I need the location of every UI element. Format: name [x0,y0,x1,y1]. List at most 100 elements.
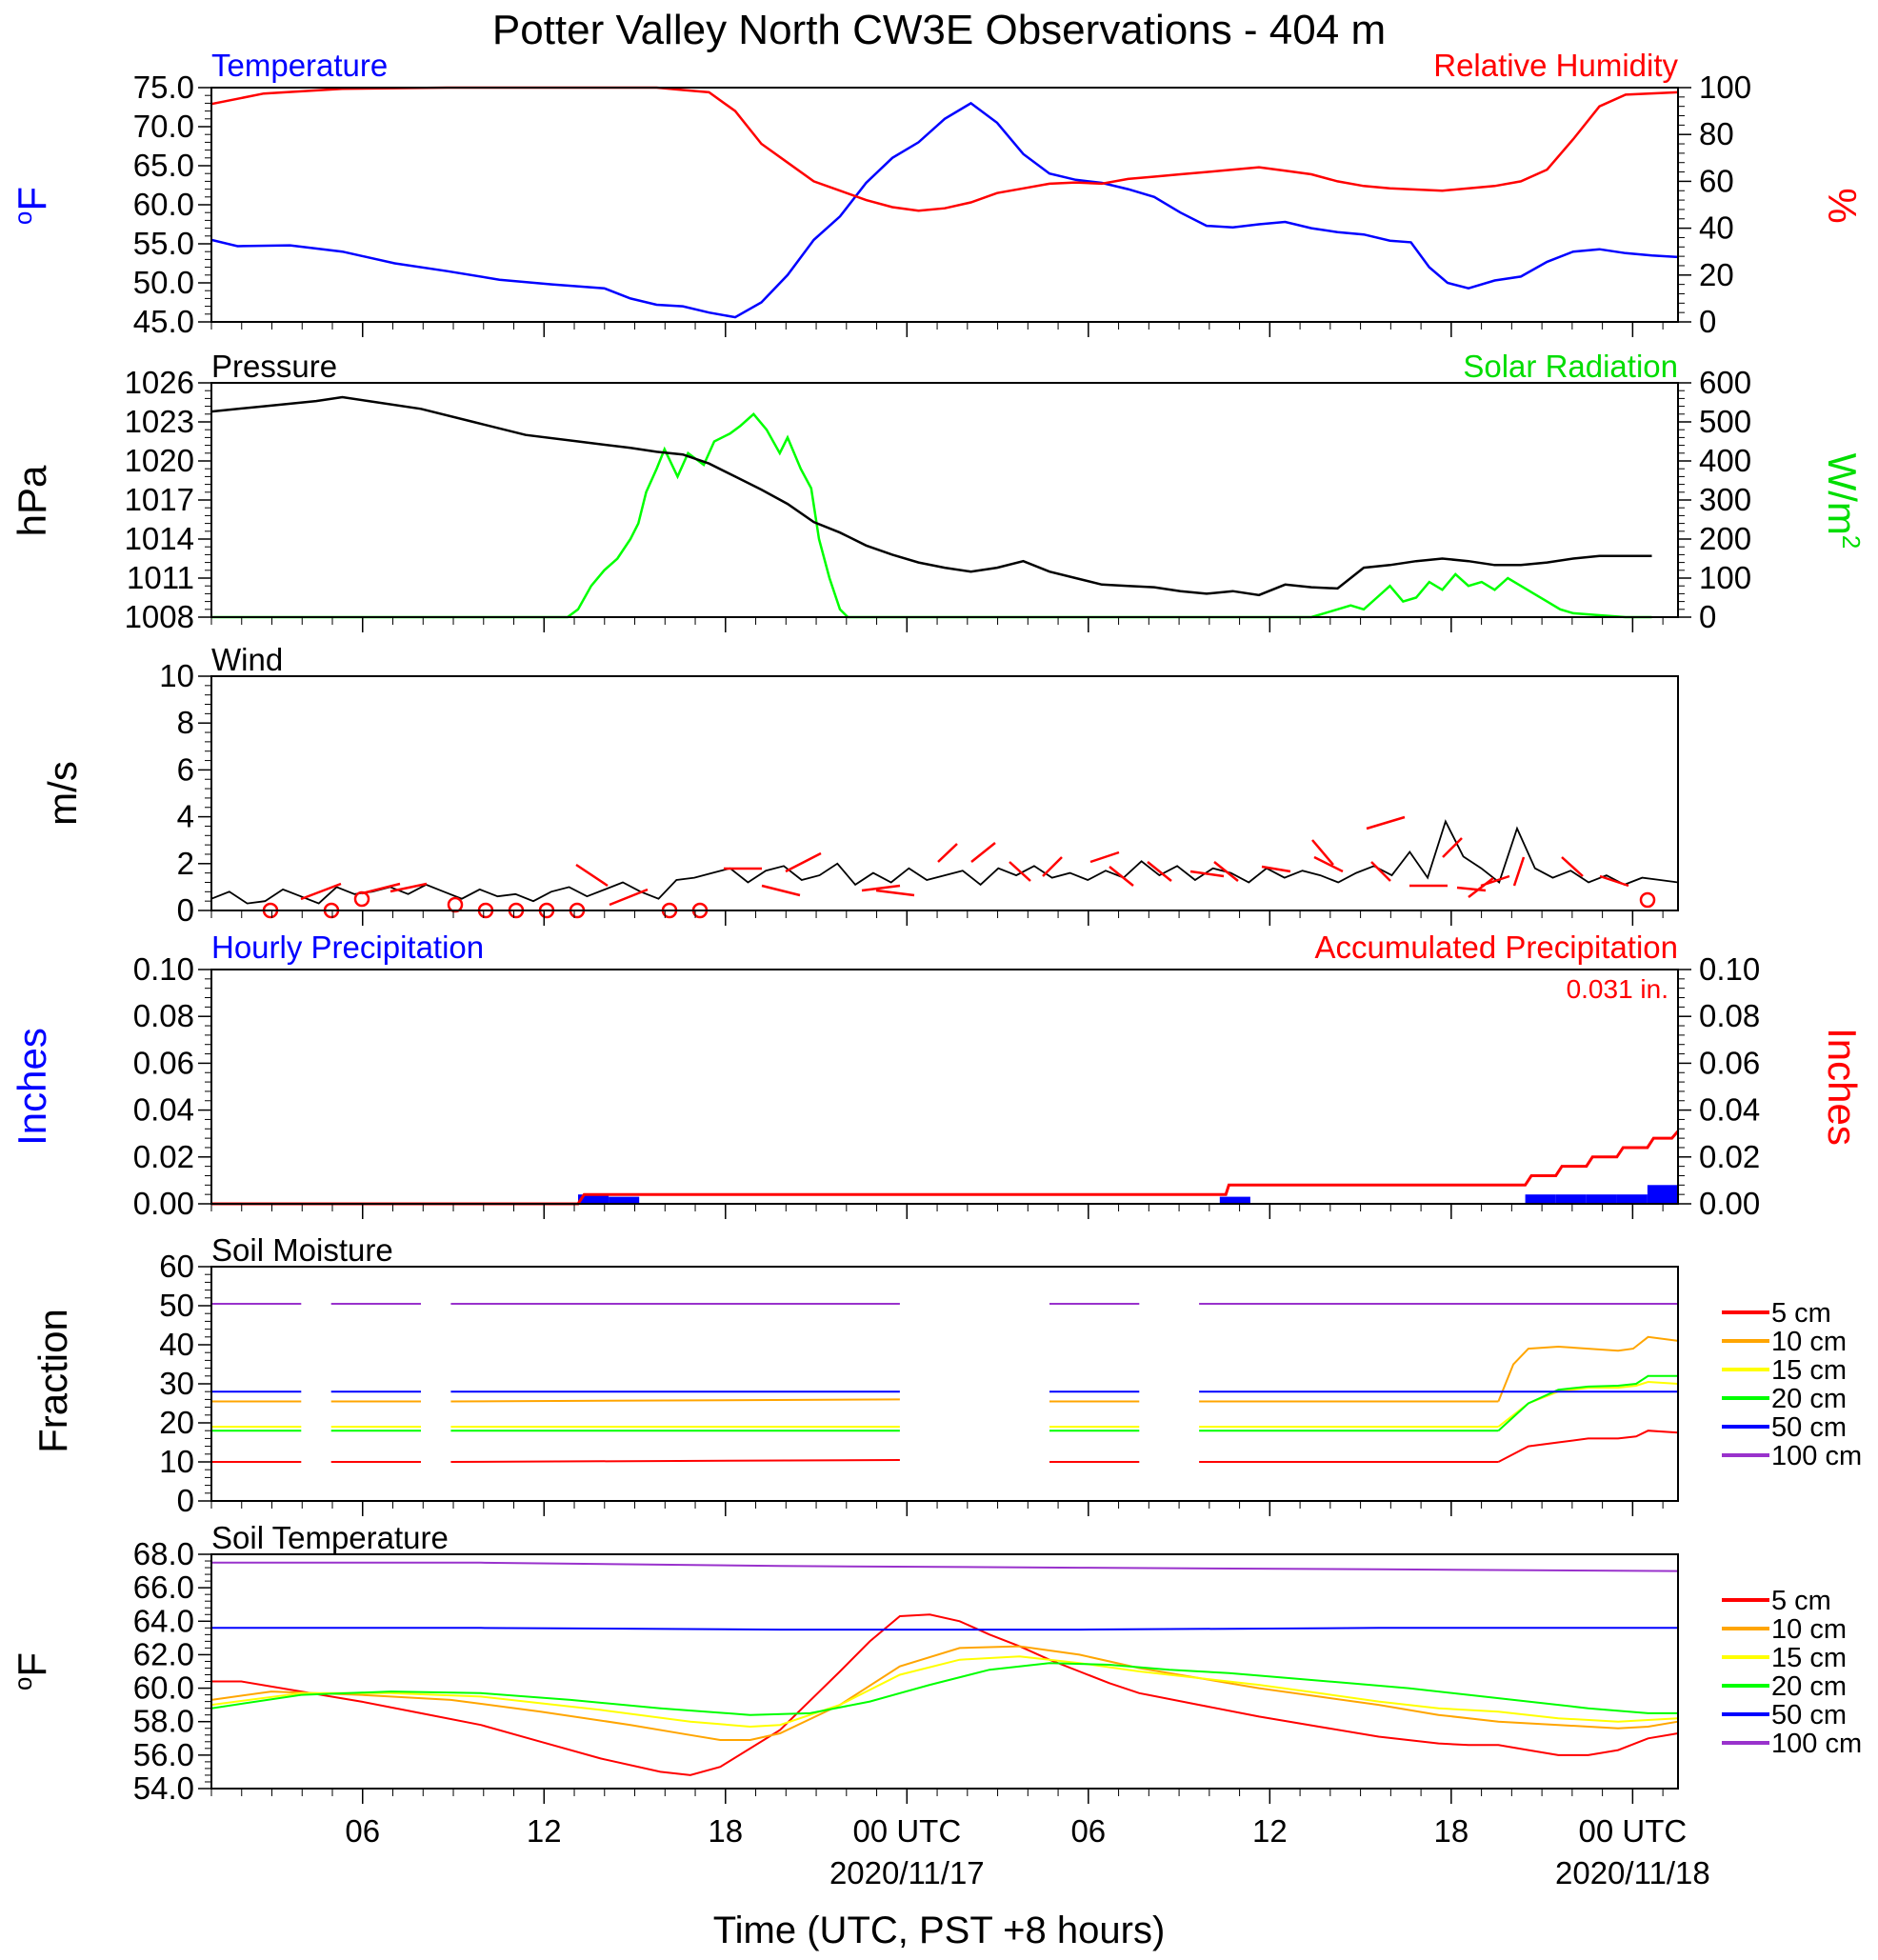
y-tick-label: 50 [159,1288,194,1323]
accumulated-precip-title: Accumulated Precipitation [1314,930,1678,965]
y-tick-label: 30 [159,1366,194,1401]
y-tick-label: 0.02 [1699,1139,1760,1174]
legend-label: 20 cm [1771,1671,1847,1702]
soil-temperature-line [211,1613,1679,1776]
hourly-precip-bar [609,1196,640,1204]
y-tick-label: 0.00 [133,1186,194,1221]
soil-moisture-title: Soil Moisture [211,1232,393,1268]
humidity-line [210,86,1679,212]
calm-wind-marker [1639,891,1656,909]
y-tick-label: 2 [177,846,194,881]
solar-line [211,412,1652,619]
y-tick-label: 10 [159,1444,194,1479]
x-ticks: 06 12 18 00 UTC 2020/11/17 06 12 18 00 UTC 2020/1… [210,322,1710,1890]
hourly-precip-bar [578,1194,609,1204]
y-tick-label: 0 [177,1483,194,1518]
y-tick-label: 0 [1699,599,1716,634]
pressure-title: Pressure [211,349,337,384]
legend-label: 50 cm [1771,1700,1847,1730]
y-tick-label: 62.0 [133,1636,194,1671]
panel-frame [210,1553,1679,1790]
soil-moisture-line [1497,1335,1679,1402]
figure-title: Potter Valley North CW3E Observations - … [492,7,1386,53]
hourly-precip-unit: Inches [10,1028,54,1146]
y-tick-label: 68.0 [133,1536,194,1571]
calm-wind-marker [353,890,370,908]
solar-unit-base: W/m [1820,453,1865,535]
accumulated-precip-unit: Inches [1820,1028,1865,1146]
y-tick-label: 56.0 [133,1737,194,1772]
legend-label: 10 cm [1771,1614,1847,1645]
soil-moisture-line [1497,1430,1679,1463]
wind-barb [300,815,1629,907]
y-tick-label: 200 [1699,521,1751,556]
y-tick-label: 0.00 [1699,1186,1760,1221]
soil-temperature-line [211,1627,1678,1631]
y-tick-label: 400 [1699,443,1751,478]
y-tick-label: 66.0 [133,1570,194,1605]
soil-moisture-line [450,1459,900,1463]
y-tick-label: 45.0 [133,304,194,339]
solar-title: Solar Radiation [1463,349,1678,384]
soil-temperature-line [211,1561,1679,1572]
y-tick-label: 75.0 [133,70,194,105]
accumulated-precip-line [211,1130,1680,1206]
panel-pressure-solar: Pressure Solar Radiation hPa W/m2 100810… [10,349,1866,634]
soil-moisture-lines [211,1303,1679,1463]
y-tick-label: 64.0 [133,1603,194,1638]
y-tick-label: 70.0 [133,109,194,144]
soil-moisture-line [450,1398,900,1403]
x-tick-label: 12 [527,1813,562,1849]
hourly-precip-bar [1555,1194,1587,1204]
hourly-precip-bar [1647,1185,1678,1204]
hourly-precip-bar [1525,1194,1556,1204]
pressure-unit: hPa [10,465,54,536]
panel-precipitation: Hourly Precipitation Accumulated Precipi… [10,930,1865,1221]
humidity-y-ticks: 0 20 40 60 80 100 [1678,70,1751,339]
hourly-precip-title: Hourly Precipitation [211,930,484,965]
solar-y-ticks: 0 100 200 300 400 500 600 [1678,365,1751,634]
y-tick-label: 1026 [125,365,194,400]
temperature-line [210,101,1679,319]
panel-frame [210,87,1679,323]
y-tick-label: 10 [159,658,194,693]
y-tick-label: 54.0 [133,1770,194,1806]
y-tick-label: 20 [1699,257,1734,292]
soil-temperature-unit: oF [9,1652,54,1690]
hourly-precip-y-ticks: 0.00 0.02 0.04 0.06 0.08 0.10 [133,951,211,1221]
panel-frame [210,1266,1679,1502]
pressure-line [210,395,1652,597]
soil-moisture-unit: Fraction [30,1309,75,1453]
wind-title: Wind [211,642,283,677]
y-tick-label: 600 [1699,365,1751,400]
y-tick-label: 40 [1699,210,1734,246]
hourly-precip-bars [578,1185,1678,1204]
legend-label: 100 cm [1771,1729,1862,1759]
soil-moisture-line [1497,1374,1678,1431]
pressure-y-ticks: 1008 1011 1014 1017 1020 1023 1026 [125,365,211,634]
y-tick-label: 1023 [125,404,194,439]
wind-y-ticks: 0 2 4 6 8 10 [159,658,211,928]
temperature-title: Temperature [211,48,388,83]
y-tick-label: 0.04 [133,1092,194,1128]
x-tick-label: 06 [345,1813,380,1849]
hourly-precip-bar [1616,1194,1648,1204]
legend-label: 100 cm [1771,1441,1862,1471]
x-tick-date: 2020/11/17 [829,1855,985,1890]
y-tick-label: 50.0 [133,265,194,300]
y-tick-label: 0.10 [133,951,194,987]
y-tick-label: 0.08 [133,998,194,1033]
x-tick-date: 2020/11/18 [1555,1855,1710,1890]
solar-unit: W/m2 [1820,453,1866,550]
y-tick-label: 0.08 [1699,998,1760,1033]
x-tick-label: 18 [708,1813,743,1849]
y-tick-label: 0.10 [1699,951,1760,987]
y-tick-label: 60 [1699,163,1734,198]
panel-temperature-humidity: Temperature Relative Humidity oF % 45.0 5… [9,48,1865,339]
wind-unit: m/s [40,761,85,826]
y-tick-label: 0 [1699,304,1716,339]
y-tick-label: 1014 [125,521,194,556]
soil-temperature-line [210,1662,1678,1716]
